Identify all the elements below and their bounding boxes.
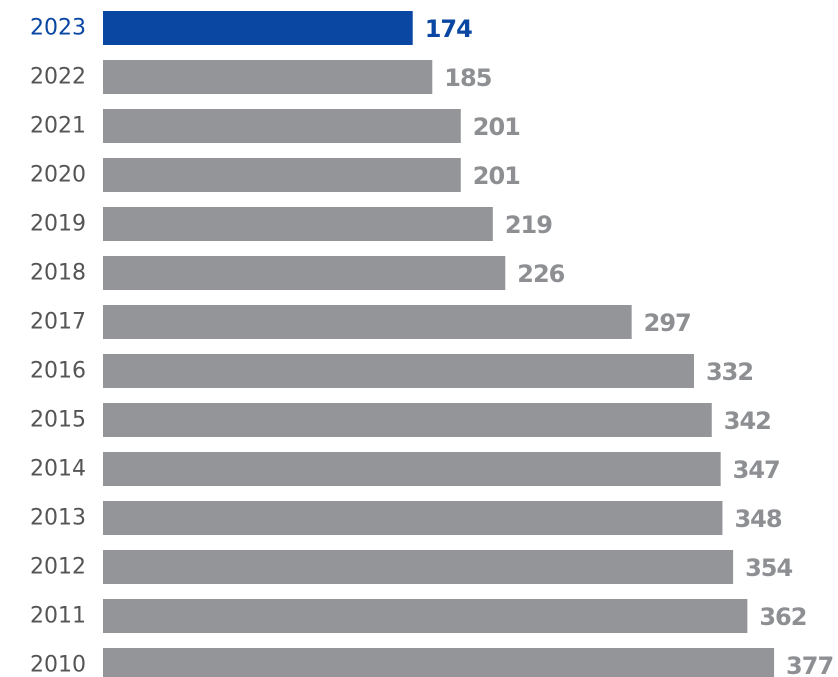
year-label-2015: 2015 [30,408,86,433]
value-label-2021: 201 [473,113,520,141]
value-label-2014: 347 [733,456,780,484]
value-label-2022: 185 [444,64,491,92]
year-label-2017: 2017 [30,310,86,335]
bar-2022 [103,60,433,94]
year-label-2010: 2010 [30,653,86,677]
bar-2011 [103,599,748,633]
bar-2013 [103,501,723,535]
bar-2018 [103,256,506,290]
bar-2017 [103,305,632,339]
bar-2010 [103,648,775,677]
year-label-2023: 2023 [30,16,86,41]
year-label-2019: 2019 [30,212,86,237]
year-label-2018: 2018 [30,261,86,286]
year-label-2021: 2021 [30,114,86,139]
value-label-2013: 348 [734,505,781,533]
bar-2023 [103,11,413,45]
year-label-2011: 2011 [30,604,86,629]
value-label-2018: 226 [517,260,564,288]
value-label-2015: 342 [724,407,771,435]
bar-2012 [103,550,734,584]
value-label-2016: 332 [706,358,753,386]
value-label-2023: 174 [425,15,472,43]
value-label-2019: 219 [505,211,552,239]
year-label-2014: 2014 [30,457,86,482]
bar-2014 [103,452,721,486]
bar-2020 [103,158,461,192]
value-label-2012: 354 [745,554,792,582]
year-label-2012: 2012 [30,555,86,580]
bar-2021 [103,109,461,143]
value-label-2011: 362 [759,603,806,631]
value-label-2020: 201 [473,162,520,190]
value-label-2017: 297 [644,309,691,337]
year-label-2013: 2013 [30,506,86,531]
bar-2019 [103,207,493,241]
year-label-2020: 2020 [30,163,86,188]
year-label-2016: 2016 [30,359,86,384]
bar-2015 [103,403,712,437]
value-label-2010: 377 [786,652,833,677]
year-label-2022: 2022 [30,65,86,90]
bar-2016 [103,354,694,388]
